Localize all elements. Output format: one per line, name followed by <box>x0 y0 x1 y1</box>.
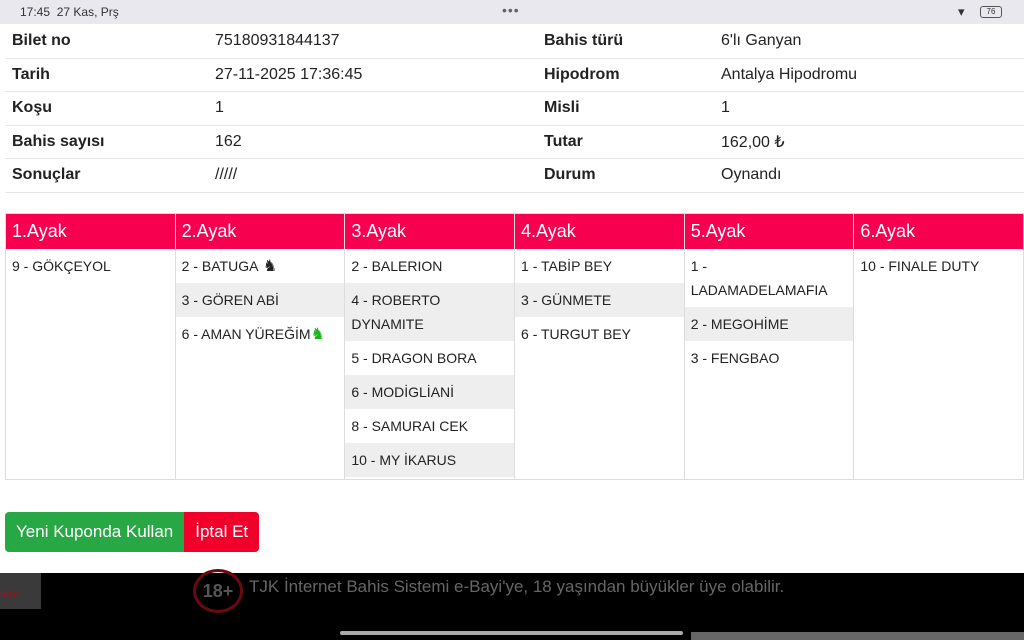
info-value2: 1 <box>721 99 730 117</box>
leg-header: 6.Ayak <box>854 214 1024 249</box>
horse-item: 5 - DRAGON BORA <box>345 341 514 375</box>
horse-name: 5 - DRAGON BORA <box>351 350 477 366</box>
battery-icon: 76 <box>980 6 1002 18</box>
horse-item: 6 - MODİGLİANİ <box>345 375 515 409</box>
horse-item: 8 - SAMURAI CEK <box>345 409 514 443</box>
info-value2: Oynandı <box>721 166 782 184</box>
ticket-info-table: Bilet no 75180931844137 Bahis türü 6'lı Gan… <box>5 25 1024 193</box>
horse-name: 2 - BATUGA <box>181 258 259 274</box>
horse-item: 9 - GÖKÇEYOL <box>6 249 175 283</box>
info-row: Tarih 27-11-2025 17:36:45 Hipodrom Antalya … <box>5 59 1024 92</box>
horse-silk-icon: ♞ <box>258 258 278 275</box>
horse-item: 3 - GÜNMETE <box>515 283 684 317</box>
horse-silk-icon: ♞ <box>310 326 325 343</box>
horse-item: 6 - TURGUT BEY <box>515 317 684 351</box>
horse-item: 1 - TABİP BEY <box>515 249 684 283</box>
footer-logo: lıdır. <box>0 573 41 609</box>
info-value2: Antalya Hipodromu <box>721 65 858 83</box>
info-label: Bahis sayısı <box>12 132 105 150</box>
footer-bar <box>691 632 1024 640</box>
status-bar: 17:45 27 Kas, Prş ••• ▾ 76 <box>0 0 1024 24</box>
info-row: Sonuçlar ///// Durum Oynandı <box>5 159 1024 193</box>
horse-name: 1 - LADAMADELAMAFIA <box>690 258 828 298</box>
horse-name: 1 - TABİP BEY <box>521 258 613 274</box>
leg-header: 5.Ayak <box>684 214 854 249</box>
info-value: 75180931844137 <box>215 32 340 50</box>
info-row: Bahis sayısı 162 Tutar 162,00 ₺ <box>5 126 1024 159</box>
horse-name: 3 - GÖREN ABİ <box>181 292 279 308</box>
horse-name: 2 - MEGOHİME <box>690 316 789 332</box>
reuse-coupon-button[interactable]: Yeni Kuponda Kullan <box>5 512 185 552</box>
info-label2: Tutar <box>544 132 583 150</box>
status-date: 27 Kas, Prş <box>56 5 119 19</box>
horse-item: 10 - FINALE DUTY <box>854 249 1023 283</box>
horse-item: 4 - ROBERTO DYNAMITE <box>345 283 515 341</box>
legs-grid: 1.Ayak 9 - GÖKÇEYOL 2.Ayak 2 - BATUGA ♞ 3 - … <box>5 213 1024 480</box>
horse-name: 4 - ROBERTO DYNAMITE <box>351 292 441 332</box>
horse-item: 3 - GÖREN ABİ <box>175 283 345 317</box>
horse-name: 2 - BALERION <box>351 258 443 274</box>
horse-item: 10 - MY İKARUS <box>345 443 515 477</box>
info-value: ///// <box>215 166 238 184</box>
leg-column: 1.Ayak 9 - GÖKÇEYOL <box>6 214 176 479</box>
horse-name: 6 - AMAN YÜREĞİM <box>181 326 311 342</box>
status-time-value: 17:45 <box>20 5 51 19</box>
info-label2: Misli <box>544 99 580 117</box>
horse-name: 6 - MODİGLİANİ <box>351 384 455 400</box>
info-row: Koşu 1 Misli 1 <box>5 92 1024 126</box>
action-buttons: Yeni Kuponda Kullan İptal Et <box>5 512 260 552</box>
leg-column: 3.Ayak 2 - BALERION 4 - ROBERTO DYNAMITE 5 … <box>345 214 516 479</box>
wifi-icon: ▾ <box>958 4 965 19</box>
footer-text: TJK İnternet Bahis Sistemi e-Bayi'ye, 18… <box>249 577 785 596</box>
horse-item: 1 - LADAMADELAMAFIA <box>685 249 854 307</box>
leg-header: 2.Ayak <box>175 214 345 249</box>
leg-header: 3.Ayak <box>345 214 515 249</box>
info-label: Koşu <box>12 99 52 117</box>
info-value2: 162,00 ₺ <box>721 133 785 151</box>
info-label: Tarih <box>12 65 50 83</box>
leg-column: 4.Ayak 1 - TABİP BEY 3 - GÜNMETE 6 - TURGUT… <box>515 214 685 479</box>
horse-name: 9 - GÖKÇEYOL <box>12 258 111 274</box>
footer-banner: lıdır. 18+ TJK İnternet Bahis Sistemi e-… <box>0 569 1024 640</box>
horse-item: 2 - BALERION <box>345 249 514 283</box>
horse-item: 2 - MEGOHİME <box>684 307 854 341</box>
leg-column: 6.Ayak 10 - FINALE DUTY <box>854 214 1024 479</box>
info-value: 27-11-2025 17:36:45 <box>215 65 363 83</box>
info-value: 162 <box>215 132 242 150</box>
leg-header: 4.Ayak <box>515 214 684 249</box>
info-value2: 6'lı Ganyan <box>721 32 802 50</box>
info-label: Bilet no <box>12 32 71 50</box>
age-badge: 18+ <box>193 569 243 613</box>
leg-header: 1.Ayak <box>6 214 175 249</box>
leg-column: 5.Ayak 1 - LADAMADELAMAFIA 2 - MEGOHİME 3 -… <box>684 214 855 479</box>
more-dots-icon[interactable]: ••• <box>502 2 520 18</box>
horse-name: 3 - GÜNMETE <box>521 292 612 308</box>
cancel-button[interactable]: İptal Et <box>184 512 260 552</box>
info-label: Sonuçlar <box>12 166 81 184</box>
horse-name: 10 - MY İKARUS <box>351 452 457 468</box>
home-indicator[interactable] <box>340 631 683 635</box>
status-time: 17:45 27 Kas, Prş <box>20 5 119 19</box>
horse-item: 3 - FENGBAO <box>685 341 854 375</box>
horse-item: 2 - BATUGA ♞ <box>176 249 345 283</box>
info-value: 1 <box>215 99 224 117</box>
horse-item: 6 - AMAN YÜREĞİM♞ <box>176 317 345 351</box>
info-label2: Hipodrom <box>544 65 620 83</box>
info-label2: Bahis türü <box>544 32 624 50</box>
horse-name: 10 - FINALE DUTY <box>860 258 980 274</box>
horse-name: 8 - SAMURAI CEK <box>351 418 469 434</box>
leg-column: 2.Ayak 2 - BATUGA ♞ 3 - GÖREN ABİ 6 - AMAN … <box>175 214 346 479</box>
horse-name: 6 - TURGUT BEY <box>521 326 631 342</box>
info-label2: Durum <box>544 166 596 184</box>
info-row: Bilet no 75180931844137 Bahis türü 6'lı Gan… <box>5 25 1024 59</box>
horse-name: 3 - FENGBAO <box>690 350 780 366</box>
